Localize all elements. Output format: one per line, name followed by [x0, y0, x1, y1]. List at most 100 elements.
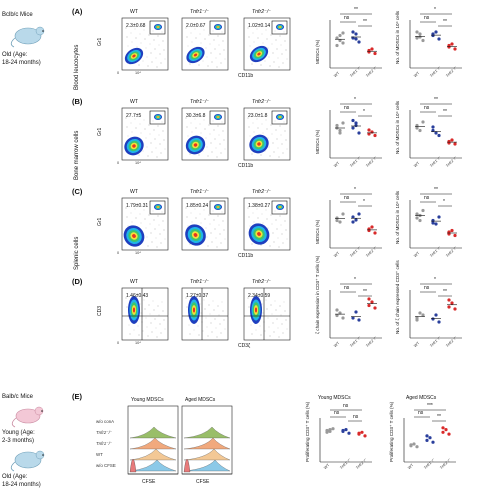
- pct-label-1-1: 30.3±6.8: [186, 113, 206, 119]
- flow-plot-0: [121, 197, 169, 251]
- e-xcat-1-wt: WT: [407, 463, 415, 471]
- mouse-group-top: Bclb/c Mice Old (Age: 18-24 months): [0, 0, 70, 80]
- dot-plot-0-0: [329, 13, 382, 69]
- mouse-group-bottom: Balb/c Mice Young (Age: 2-3 months) Old …: [0, 388, 70, 498]
- flow-plot-0: [121, 107, 169, 161]
- sig-3-1-1: ns: [424, 285, 430, 291]
- sig-0-0-0: **: [354, 7, 358, 13]
- e-ylabel-1: Proliferating CD3⁺ T cells (%): [389, 401, 394, 462]
- aged-histogram: [181, 405, 233, 475]
- old-line-2: 18-24 months): [2, 482, 41, 488]
- pct-label-1-2: 23.0±1.8: [248, 113, 268, 119]
- age-line-2: 18-24 months): [2, 60, 41, 66]
- cfse-axis-young: CFSE: [142, 479, 156, 485]
- tissue-label-2: Splenic cells: [74, 236, 80, 270]
- strain-label-bottom: Balb/c Mice: [2, 394, 34, 400]
- e-sig-0-0: ns: [343, 403, 349, 409]
- dot-ylabel-0-0: MDSCs (%): [315, 39, 320, 64]
- flow-plot-2: [243, 17, 291, 71]
- sig-3-0-1: ns: [344, 285, 350, 291]
- genotype-header-wt: WT: [130, 189, 139, 195]
- sig-2-0-0: *: [354, 187, 356, 193]
- mouse-icon: [10, 26, 45, 48]
- hist-row-label-3: WT: [96, 452, 103, 457]
- tick-104-2: 10⁴: [135, 251, 141, 255]
- tick-0-1: 0: [117, 161, 120, 165]
- dot-ylabel-3-1: No. of ζ chain expressed CD3⁺ cells: [395, 260, 400, 334]
- dot-xcat-1-1-wt: WT: [413, 161, 421, 169]
- hist-row-label-1: Tnfr2⁻/⁻: [96, 430, 113, 435]
- dot-xcat-2-1-wt: WT: [413, 251, 421, 259]
- e-sig-1-2: **: [437, 414, 441, 420]
- genotype-header-tnfr2: Tnfr2⁻/⁻: [252, 9, 272, 15]
- e-sig-0-1: ns: [334, 410, 340, 416]
- hist-row-label-2: Tnfr1⁻/⁻: [96, 441, 113, 446]
- young-dot-plot: [319, 409, 372, 463]
- cfse-axis-aged: CFSE: [196, 479, 210, 485]
- panel-letter-0: (A): [72, 7, 83, 16]
- genotype-header-tnfr2: Tnfr2⁻/⁻: [252, 189, 272, 195]
- strain-label: Bclb/c Mice: [2, 12, 33, 18]
- tissue-label-0: Blood leucocytes: [74, 44, 80, 90]
- e-xcat-0-wt: WT: [323, 463, 331, 471]
- flow-xaxis-0: CD11b: [238, 73, 254, 79]
- flow-plot-0: [121, 287, 169, 341]
- dot-ylabel-1-1: No. of MDSCs in 10⁴ cells: [395, 100, 400, 154]
- panel-letter-3: (D): [72, 277, 83, 286]
- flow-plot-1: [181, 107, 229, 161]
- flow-yaxis-3: CD3: [97, 305, 103, 316]
- flow-plot-2: [243, 107, 291, 161]
- hist-row-label-4: w/o CFSE: [96, 463, 116, 468]
- flow-yaxis-0: Gr1: [97, 37, 103, 46]
- dot-xcat-1-0-wt: WT: [333, 161, 341, 169]
- dot-ylabel-2-0: MDSCs (%): [315, 219, 320, 244]
- sig-1-0-1: ns: [344, 105, 350, 111]
- pct-label-3-1: 1.27±0.37: [186, 293, 209, 299]
- aged-mdscs-title: Aged MDSCs: [185, 397, 216, 403]
- sig-1-1-2: **: [443, 109, 447, 115]
- sig-3-1-0: *: [434, 277, 436, 283]
- young-mdscs-title: Young MDSCs: [131, 397, 164, 403]
- dot-plot-2-1: [409, 193, 462, 249]
- dot-plot-0-1: [409, 13, 462, 69]
- dot-xcat-3-0-wt: WT: [333, 341, 341, 349]
- panel-letter-1: (B): [72, 97, 83, 106]
- genotype-header-tnfr2: Tnfr2⁻/⁻: [252, 99, 272, 105]
- sig-0-0-1: ns: [344, 15, 350, 21]
- sig-0-1-2: **: [443, 19, 447, 25]
- flow-xaxis-1: CD11b: [238, 163, 254, 169]
- aged-dot-plot: [403, 409, 456, 463]
- flow-plot-1: [181, 197, 229, 251]
- tissue-label-1: Bone marrow cells: [74, 130, 80, 180]
- mouse-icon-old: [10, 450, 45, 472]
- genotype-header-tnfr1: Tnfr1⁻/⁻: [190, 99, 210, 105]
- tick-0-3: 0: [117, 341, 120, 345]
- tick-104-3: 10⁴: [135, 341, 141, 345]
- age-line-1: Old (Age:: [2, 52, 28, 58]
- dot-plot-2-0: [329, 193, 382, 249]
- dot-ylabel-3-0: ζ chain expression in CD3⁺ T cells (%): [315, 255, 320, 334]
- flow-plot-2: [243, 287, 291, 341]
- young-dot-title: Young MDSCs: [318, 395, 351, 401]
- dot-plot-3-1: [409, 283, 462, 339]
- flow-plot-2: [243, 197, 291, 251]
- genotype-header-wt: WT: [130, 99, 139, 105]
- sig-2-1-0: **: [434, 187, 438, 193]
- genotype-header-tnfr1: Tnfr1⁻/⁻: [190, 279, 210, 285]
- flow-plot-1: [181, 17, 229, 71]
- e-sig-0-2: ns: [353, 414, 359, 420]
- old-line-1: Old (Age:: [2, 474, 28, 480]
- mouse-icon-young: [11, 406, 44, 428]
- pct-label-0-2: 1.02±0.14: [248, 23, 271, 29]
- dot-plot-1-1: [409, 103, 462, 159]
- sig-0-1-0: *: [434, 7, 436, 13]
- genotype-header-tnfr1: Tnfr1⁻/⁻: [190, 189, 210, 195]
- flow-yaxis-1: Gr1: [97, 127, 103, 136]
- genotype-header-wt: WT: [130, 9, 139, 15]
- flow-yaxis-2: Gr1: [97, 217, 103, 226]
- hist-row-label-0: w/o conA: [96, 419, 115, 424]
- tick-104-1: 10⁴: [135, 161, 141, 165]
- dot-ylabel-1-0: MDSCs (%): [315, 129, 320, 154]
- pct-label-0-1: 2.0±0.67: [186, 23, 206, 29]
- pct-label-3-0: 1.46±0.43: [126, 293, 149, 299]
